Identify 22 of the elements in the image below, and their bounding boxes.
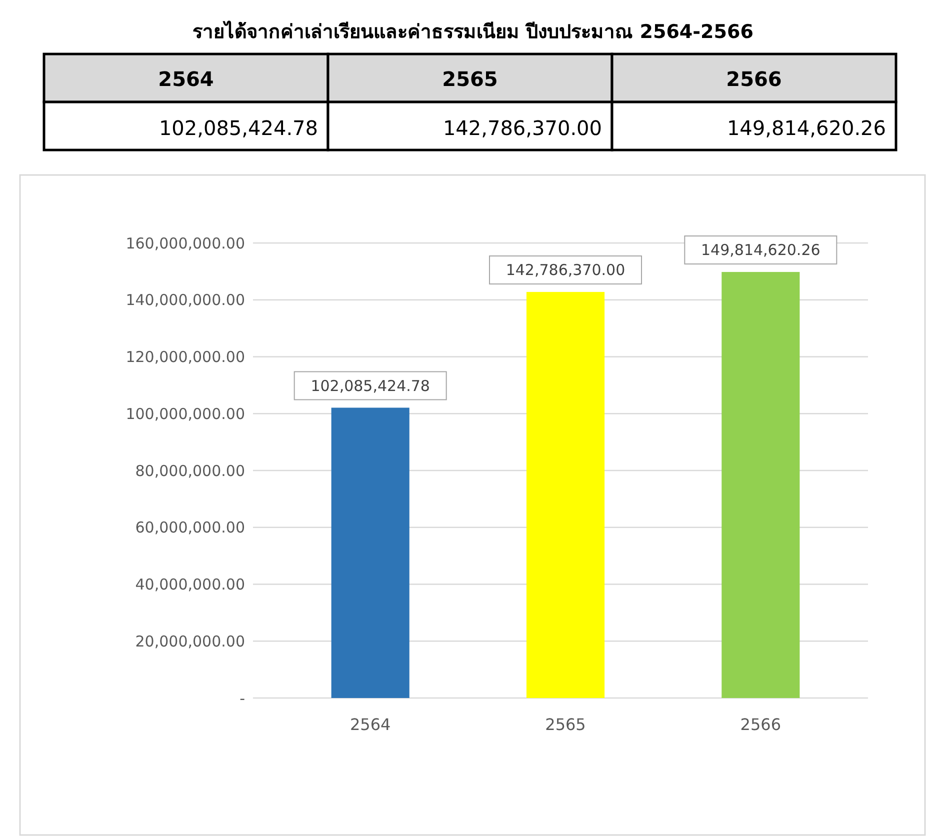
y-tick-label: -: [240, 689, 245, 708]
text: 142,786,370.00: [442, 116, 602, 140]
x-tick-label: 2565: [545, 715, 586, 734]
x-tick-label: 2566: [740, 715, 782, 734]
y-tick-label: 80,000,000.00: [135, 462, 245, 480]
y-tick-label: 60,000,000.00: [135, 518, 245, 537]
data-label: 149,814,620.26: [701, 241, 820, 260]
category-label: 2565: [442, 67, 498, 91]
data-label: 102,085,424.78: [310, 376, 430, 395]
text: 102,085,424.78: [158, 116, 318, 140]
chart-title: รายได้จากค่าเล่าเรียนและค่าธรรมเนียม ปีงบประมาณ 2564-2566: [192, 20, 754, 43]
x-tick-label: 2564: [350, 715, 391, 734]
y-tick-label: 20,000,000.00: [135, 632, 245, 650]
y-tick-label: 40,000,000.00: [135, 576, 245, 594]
category-label: 2566: [726, 67, 782, 91]
y-tick-label: 160,000,000.00: [126, 234, 245, 252]
data-label: 142,786,370.00: [506, 261, 626, 280]
y-tick-label: 120,000,000.00: [126, 348, 245, 366]
category-label: 2564: [158, 67, 214, 91]
y-tick-label: 100,000,000.00: [126, 404, 245, 423]
text: 149,814,620.26: [726, 116, 886, 140]
y-tick-label: 140,000,000.00: [126, 291, 245, 310]
